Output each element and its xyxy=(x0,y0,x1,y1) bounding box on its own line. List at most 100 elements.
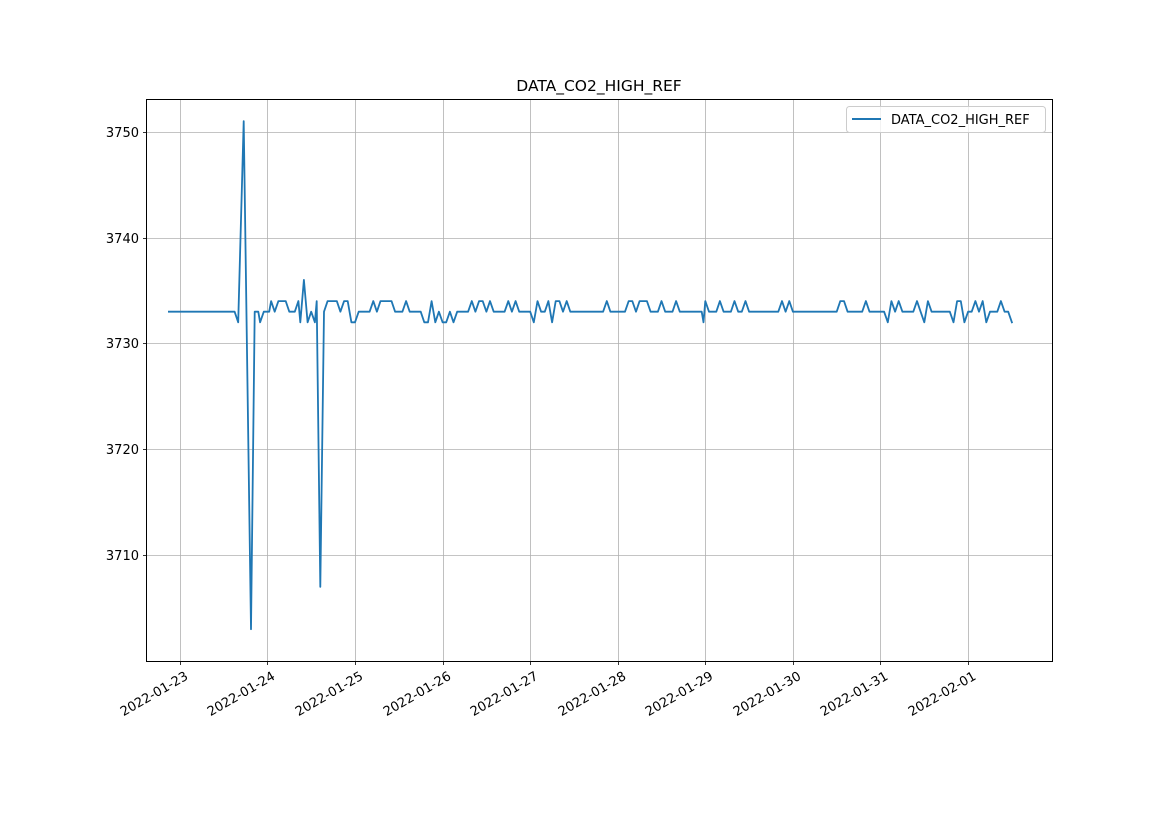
data-point xyxy=(701,311,703,313)
data-point xyxy=(868,311,870,313)
data-point xyxy=(952,321,954,323)
data-point xyxy=(781,300,783,302)
data-point xyxy=(861,311,863,313)
x-tick-label: 2022-01-31 xyxy=(818,669,891,720)
data-point xyxy=(285,300,287,302)
y-tick-label: 3720 xyxy=(106,443,139,458)
data-point xyxy=(982,300,984,302)
data-point xyxy=(339,311,341,313)
data-point xyxy=(547,300,549,302)
data-point xyxy=(376,311,378,313)
data-point xyxy=(288,311,290,313)
data-point xyxy=(452,321,454,323)
data-point xyxy=(551,321,553,323)
series-layer xyxy=(168,120,1014,631)
data-point xyxy=(358,311,360,313)
data-point xyxy=(839,300,841,302)
data-point xyxy=(294,311,296,313)
data-point xyxy=(555,300,557,302)
data-point xyxy=(430,300,432,302)
data-point xyxy=(222,311,224,313)
x-tick-label: 2022-01-30 xyxy=(731,669,804,720)
data-point xyxy=(456,311,458,313)
data-point xyxy=(257,311,259,313)
data-point xyxy=(744,300,746,302)
data-point xyxy=(423,321,425,323)
series-points xyxy=(168,120,1013,630)
data-point xyxy=(303,279,305,281)
data-point xyxy=(544,311,546,313)
data-point xyxy=(536,300,538,302)
grid xyxy=(147,100,1052,661)
x-tick-label: 2022-01-29 xyxy=(643,669,716,720)
data-point xyxy=(865,300,867,302)
data-point xyxy=(540,311,542,313)
data-point xyxy=(901,311,903,313)
data-point xyxy=(445,321,447,323)
data-point xyxy=(478,300,480,302)
data-point xyxy=(379,300,381,302)
data-point xyxy=(343,300,345,302)
x-tick-label: 2022-01-24 xyxy=(205,669,278,720)
plot-area-frame xyxy=(146,99,1053,662)
data-point xyxy=(208,311,210,313)
data-point xyxy=(887,321,889,323)
legend-label: DATA_CO2_HIGH_REF xyxy=(891,113,1030,128)
data-point xyxy=(635,311,637,313)
data-point xyxy=(179,311,181,313)
y-tick-label: 3710 xyxy=(106,549,139,564)
data-point xyxy=(792,311,794,313)
data-point xyxy=(930,311,932,313)
data-point xyxy=(748,311,750,313)
data-point xyxy=(628,300,630,302)
x-tick-label: 2022-02-01 xyxy=(906,669,979,720)
data-point xyxy=(518,311,520,313)
data-point xyxy=(427,321,429,323)
data-point xyxy=(722,311,724,313)
data-point xyxy=(314,321,316,323)
data-point xyxy=(259,321,261,323)
data-point xyxy=(602,311,604,313)
data-point xyxy=(949,311,951,313)
data-point xyxy=(347,300,349,302)
data-point xyxy=(471,300,473,302)
data-point xyxy=(923,321,925,323)
data-point xyxy=(898,300,900,302)
x-tick-label: 2022-01-26 xyxy=(381,669,454,720)
y-axis: 3710 3720 3730 3740 3750 xyxy=(106,126,147,564)
data-point xyxy=(784,311,786,313)
data-point xyxy=(978,311,980,313)
data-point xyxy=(503,311,505,313)
data-point xyxy=(971,311,973,313)
legend: DATA_CO2_HIGH_REF xyxy=(846,106,1046,133)
data-point xyxy=(989,311,991,313)
data-point xyxy=(679,311,681,313)
data-point xyxy=(420,311,422,313)
chart-title: DATA_CO2_HIGH_REF xyxy=(516,77,682,96)
data-point xyxy=(254,311,256,313)
data-point xyxy=(263,311,265,313)
y-tick-label: 3730 xyxy=(106,337,139,352)
data-point xyxy=(390,300,392,302)
data-point xyxy=(268,311,270,313)
data-point xyxy=(963,321,965,323)
data-point xyxy=(788,300,790,302)
data-point xyxy=(657,311,659,313)
data-point xyxy=(919,311,921,313)
data-point xyxy=(485,311,487,313)
data-point xyxy=(606,300,608,302)
data-point xyxy=(354,321,356,323)
data-point xyxy=(967,311,969,313)
data-point xyxy=(319,586,321,588)
data-point xyxy=(660,300,662,302)
data-point xyxy=(843,300,845,302)
data-point xyxy=(649,311,651,313)
data-point xyxy=(741,311,743,313)
data-point xyxy=(306,321,308,323)
legend-box xyxy=(846,106,1046,133)
data-point xyxy=(474,311,476,313)
x-tick-label: 2022-01-25 xyxy=(293,669,366,720)
data-point xyxy=(702,321,704,323)
